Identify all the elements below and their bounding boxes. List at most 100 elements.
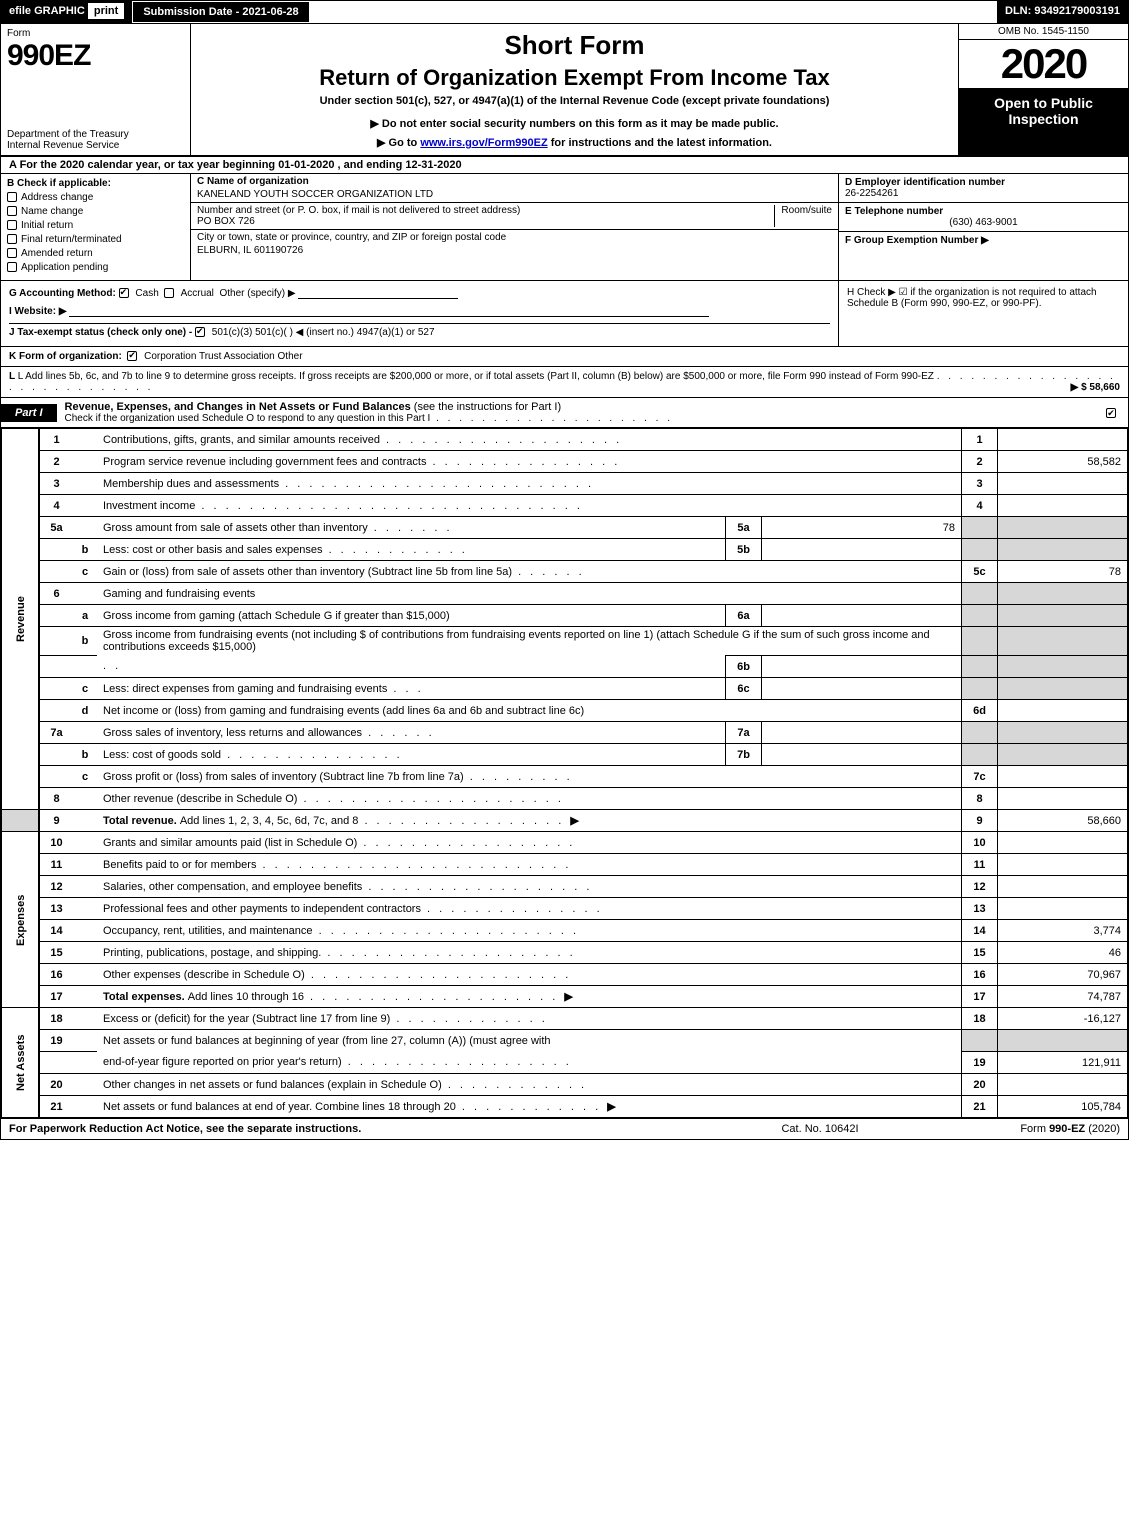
chk-initial-return[interactable]: Initial return — [7, 220, 184, 231]
street-label: Number and street (or P. O. box, if mail… — [197, 205, 768, 216]
ein-label: D Employer identification number — [845, 177, 1122, 188]
topbar-spacer — [310, 1, 997, 23]
chk-corporation[interactable] — [127, 351, 137, 361]
h-schedule-b: H Check ▶ ☑ if the organization is not r… — [838, 281, 1128, 346]
expenses-side-label: Expenses — [2, 832, 40, 1008]
phone-val: (630) 463-9001 — [845, 217, 1122, 228]
goto-notice: ▶ Go to www.irs.gov/Form990EZ for instru… — [199, 136, 950, 149]
line-13: 13 Professional fees and other payments … — [2, 898, 1128, 920]
efile-label: efile GRAPHIC — [9, 5, 85, 17]
no-ssn-notice: ▶ Do not enter social security numbers o… — [199, 117, 950, 130]
col-b-header: B Check if applicable: — [7, 178, 184, 189]
dln-label: DLN: 93492179003191 — [997, 1, 1128, 23]
header-left: Form 990EZ Department of the Treasury In… — [1, 24, 191, 155]
line-19-text: 19 Net assets or fund balances at beginn… — [2, 1030, 1128, 1052]
col-def: D Employer identification number 26-2254… — [838, 174, 1128, 280]
line-17: 17 Total expenses. Add lines 10 through … — [2, 986, 1128, 1008]
phone-label: E Telephone number — [845, 206, 1122, 217]
j-tax-exempt: J Tax-exempt status (check only one) - 5… — [9, 323, 830, 338]
line-21: 21 Net assets or fund balances at end of… — [2, 1096, 1128, 1118]
cat-no: Cat. No. 10642I — [720, 1123, 920, 1135]
chk-address-change[interactable]: Address change — [7, 192, 184, 203]
part1-sub: Check if the organization used Schedule … — [65, 413, 1090, 424]
chk-application-pending[interactable]: Application pending — [7, 262, 184, 273]
under-section: Under section 501(c), 527, or 4947(a)(1)… — [199, 95, 950, 107]
website-blank — [69, 305, 709, 317]
revenue-side-label: Revenue — [2, 429, 40, 810]
street-val: PO BOX 726 — [197, 216, 255, 227]
chk-cash[interactable] — [119, 288, 129, 298]
line-5c: c Gain or (loss) from sale of assets oth… — [2, 561, 1128, 583]
line-5b: b Less: cost or other basis and sales ex… — [2, 539, 1128, 561]
line-18: Net Assets 18 Excess or (deficit) for th… — [2, 1008, 1128, 1030]
room-label: Room/suite — [781, 205, 832, 216]
goto-post: for instructions and the latest informat… — [548, 137, 772, 149]
line-12: 12 Salaries, other compensation, and emp… — [2, 876, 1128, 898]
print-button[interactable]: print — [88, 3, 124, 19]
city-label: City or town, state or province, country… — [197, 232, 832, 243]
chk-name-change[interactable]: Name change — [7, 206, 184, 217]
city-row: City or town, state or province, country… — [191, 230, 838, 258]
part1-tag: Part I — [1, 404, 57, 422]
open-inspection: Open to Public Inspection — [959, 89, 1128, 155]
part1-title: Revenue, Expenses, and Changes in Net As… — [57, 398, 1098, 427]
part1-check[interactable] — [1098, 407, 1128, 419]
chk-accrual[interactable] — [164, 288, 174, 298]
k-label: K Form of organization: — [9, 351, 122, 362]
short-form-title: Short Form — [199, 30, 950, 61]
form-label: Form — [7, 28, 184, 39]
line-5a: 5a Gross amount from sale of assets othe… — [2, 517, 1128, 539]
line-2: 2 Program service revenue including gove… — [2, 451, 1128, 473]
irs-link[interactable]: www.irs.gov/Form990EZ — [420, 137, 547, 149]
line-15: 15 Printing, publications, postage, and … — [2, 942, 1128, 964]
paperwork-notice: For Paperwork Reduction Act Notice, see … — [9, 1123, 720, 1135]
main-title: Return of Organization Exempt From Incom… — [199, 65, 950, 91]
k-opts: Corporation Trust Association Other — [144, 351, 302, 362]
line-9: 9 Total revenue. Add lines 1, 2, 3, 4, 5… — [2, 810, 1128, 832]
line-4: 4 Investment income . . . . . . . . . . … — [2, 495, 1128, 517]
line-14: 14 Occupancy, rent, utilities, and maint… — [2, 920, 1128, 942]
i-website: I Website: ▶ — [9, 305, 830, 317]
omb-number: OMB No. 1545-1150 — [959, 24, 1128, 40]
top-bar: efile GRAPHIC print Submission Date - 20… — [1, 1, 1128, 24]
group-exemption-row: F Group Exemption Number ▶ — [839, 232, 1128, 249]
header-right: OMB No. 1545-1150 2020 Open to Public In… — [958, 24, 1128, 155]
line-6d: d Net income or (loss) from gaming and f… — [2, 700, 1128, 722]
line-8: 8 Other revenue (describe in Schedule O)… — [2, 788, 1128, 810]
netassets-side-label: Net Assets — [2, 1008, 40, 1118]
k-form-of-org: K Form of organization: Corporation Trus… — [1, 347, 1128, 367]
line-6c: c Less: direct expenses from gaming and … — [2, 678, 1128, 700]
city-val: ELBURN, IL 601190726 — [197, 245, 832, 256]
g-label: G Accounting Method: — [9, 288, 116, 299]
line-7c: c Gross profit or (loss) from sales of i… — [2, 766, 1128, 788]
line-10: Expenses 10 Grants and similar amounts p… — [2, 832, 1128, 854]
header-mid: Short Form Return of Organization Exempt… — [191, 24, 958, 155]
line-11: 11 Benefits paid to or for members . . .… — [2, 854, 1128, 876]
ein-row: D Employer identification number 26-2254… — [839, 174, 1128, 203]
header-row: Form 990EZ Department of the Treasury In… — [1, 24, 1128, 157]
room-suite: Room/suite — [774, 205, 832, 227]
form-page-no: Form 990-EZ (2020) — [920, 1123, 1120, 1135]
line-7b: b Less: cost of goods sold . . . . . . .… — [2, 744, 1128, 766]
goto-pre: ▶ Go to — [377, 137, 420, 149]
dept-treasury: Department of the Treasury Internal Reve… — [7, 129, 184, 151]
form-page: efile GRAPHIC print Submission Date - 20… — [0, 0, 1129, 1140]
l-text: L Add lines 5b, 6c, and 7b to line 9 to … — [18, 371, 934, 382]
line-1: Revenue 1 Contributions, gifts, grants, … — [2, 429, 1128, 451]
submission-date: Submission Date - 2021-06-28 — [132, 1, 309, 23]
part1-table: Revenue 1 Contributions, gifts, grants, … — [1, 428, 1128, 1118]
footer: For Paperwork Reduction Act Notice, see … — [1, 1118, 1128, 1139]
line-20: 20 Other changes in net assets or fund b… — [2, 1074, 1128, 1096]
chk-final-return[interactable]: Final return/terminated — [7, 234, 184, 245]
org-name-row: C Name of organization KANELAND YOUTH SO… — [191, 174, 838, 203]
other-method-blank — [298, 287, 458, 299]
g-accounting: G Accounting Method: Cash Accrual Other … — [9, 287, 830, 299]
chk-amended-return[interactable]: Amended return — [7, 248, 184, 259]
tax-year: 2020 — [959, 40, 1128, 89]
line-16: 16 Other expenses (describe in Schedule … — [2, 964, 1128, 986]
c-name-label: C Name of organization — [197, 176, 832, 187]
form-number: 990EZ — [7, 39, 184, 73]
h-text: H Check ▶ ☑ if the organization is not r… — [847, 287, 1097, 309]
gih-block: G Accounting Method: Cash Accrual Other … — [1, 281, 1128, 347]
chk-501c3[interactable] — [195, 327, 205, 337]
